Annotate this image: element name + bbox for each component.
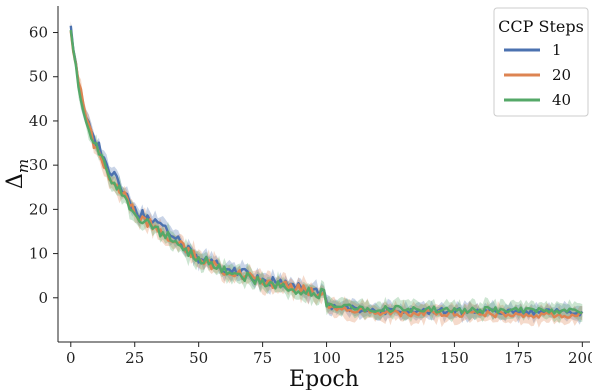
y-tick-label: 20 — [29, 200, 48, 218]
x-tick-label: 150 — [440, 349, 469, 367]
x-tick-label: 125 — [376, 349, 405, 367]
legend-label-20: 20 — [552, 66, 571, 84]
x-tick-label: 50 — [189, 349, 208, 367]
x-ticks: 0 25 50 75 100 125 150 175 200 — [66, 342, 592, 367]
series-line-40 — [69, 29, 583, 315]
y-tick-label: 10 — [29, 245, 48, 263]
legend: CCP Steps 1 20 40 — [493, 7, 589, 117]
confidence-bands — [70, 21, 583, 328]
y-tick-label: 50 — [29, 68, 48, 86]
legend-box — [493, 7, 589, 117]
y-axis-label-text: Δm — [3, 159, 32, 189]
x-tick-label: 100 — [312, 349, 341, 367]
legend-items: 1 20 40 — [504, 41, 571, 109]
x-tick-label: 200 — [568, 349, 592, 367]
y-tick-label: 30 — [29, 156, 48, 174]
y-axis-label: Δm — [3, 159, 32, 189]
series-lines — [69, 25, 584, 319]
x-tick-label: 175 — [504, 349, 533, 367]
y-tick-label: 0 — [38, 289, 48, 307]
y-tick-label: 40 — [29, 112, 48, 130]
axes — [57, 6, 590, 343]
x-axis-label: Epoch — [289, 367, 359, 390]
y-tick-label: 60 — [29, 24, 48, 42]
x-tick-label: 25 — [125, 349, 144, 367]
legend-title: CCP Steps — [498, 17, 584, 36]
legend-label-1: 1 — [552, 41, 562, 59]
x-tick-label: 0 — [66, 349, 76, 367]
legend-label-40: 40 — [552, 91, 571, 109]
y-ticks: 0 10 20 30 40 50 60 — [29, 24, 58, 307]
x-tick-label: 75 — [253, 349, 272, 367]
series-band-20 — [70, 21, 583, 328]
